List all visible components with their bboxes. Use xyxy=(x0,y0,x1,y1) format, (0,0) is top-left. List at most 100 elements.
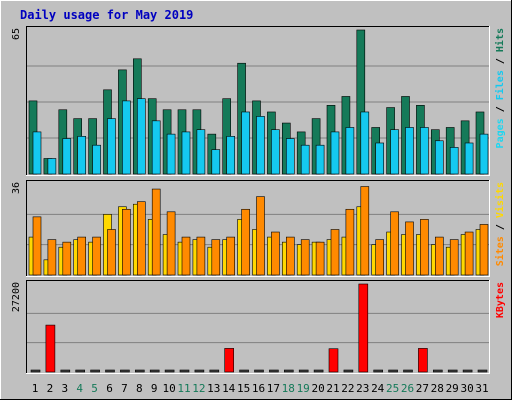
legend-entry-sites: Sites xyxy=(494,236,506,266)
bar-sites-day-18 xyxy=(285,236,295,276)
bar-kbytes-day-30 xyxy=(462,369,473,373)
x-axis-labels: 1 2 3 4 5 6 7 8 9 10 11 12 13 14 15 16 17 18 19 20 21 22 23 24 2… xyxy=(32,382,489,395)
x-tick-label-day-18: 18 xyxy=(282,382,295,395)
x-tick-label-day-6: 6 xyxy=(106,382,113,395)
bar-files-day-30 xyxy=(464,142,474,175)
bar-kbytes-day-15 xyxy=(239,369,249,373)
bar-files-day-7 xyxy=(122,100,131,175)
x-tick-label-day-11: 11 xyxy=(177,382,190,395)
bar-files-day-14 xyxy=(226,136,235,175)
bar-files-day-2 xyxy=(47,158,57,175)
panels: 65 Pages / Files / Hits 36 Sites / Visits 27… xyxy=(11,26,506,374)
legend-entry-visits: Visits xyxy=(494,182,506,218)
x-tick-label-day-17: 17 xyxy=(267,382,280,395)
bar-files-day-4 xyxy=(77,136,86,175)
bar-files-day-13 xyxy=(211,149,221,175)
legend-separator: / xyxy=(495,218,506,236)
bar-files-day-16 xyxy=(256,116,265,175)
bar-kbytes-day-29 xyxy=(447,369,458,373)
bar-sites-day-2 xyxy=(47,239,57,276)
bar-kbytes-day-13 xyxy=(209,369,220,373)
x-tick-label-day-16: 16 xyxy=(252,382,265,395)
bar-kbytes-day-26 xyxy=(403,369,413,373)
bar-files-day-19 xyxy=(300,144,310,175)
x-tick-label-day-21: 21 xyxy=(326,382,339,395)
bar-kbytes-day-19 xyxy=(298,369,309,373)
bar-kbytes-day-1 xyxy=(30,369,41,373)
bar-sites-day-4 xyxy=(77,236,86,276)
panel-kbytes: 27200 KBytes xyxy=(11,280,506,374)
bar-kbytes-day-31 xyxy=(477,369,488,373)
bar-files-day-17 xyxy=(271,129,280,175)
x-tick-label-day-19: 19 xyxy=(297,382,310,395)
legend-entry-pages: Pages xyxy=(495,118,506,148)
bar-sites-day-1 xyxy=(32,216,42,276)
x-tick-label-day-25: 25 xyxy=(386,382,399,395)
bar-kbytes-day-3 xyxy=(60,369,71,373)
x-tick-label-day-29: 29 xyxy=(446,382,459,395)
bar-files-day-3 xyxy=(62,138,72,175)
x-tick-label-day-26: 26 xyxy=(401,382,414,395)
bar-sites-day-26 xyxy=(405,221,414,276)
x-tick-label-day-30: 30 xyxy=(460,382,473,395)
bar-sites-day-19 xyxy=(300,239,310,276)
x-tick-label-day-24: 24 xyxy=(371,382,385,395)
x-tick-label-day-20: 20 xyxy=(311,382,324,395)
bar-kbytes-day-6 xyxy=(105,369,115,373)
legend: KBytes xyxy=(495,282,506,318)
bar-sites-day-9 xyxy=(151,188,161,276)
bar-kbytes-day-18 xyxy=(283,369,294,373)
bar-kbytes-day-28 xyxy=(432,369,443,373)
x-tick-label-day-12: 12 xyxy=(192,382,205,395)
bar-sites-day-8 xyxy=(137,201,146,276)
x-tick-label-day-4: 4 xyxy=(76,382,83,395)
bar-files-day-31 xyxy=(479,133,489,175)
bar-sites-day-29 xyxy=(449,239,459,276)
x-tick-label-day-13: 13 xyxy=(207,382,220,395)
bar-sites-day-7 xyxy=(122,208,131,276)
bar-sites-day-23 xyxy=(360,186,370,276)
bar-sites-day-30 xyxy=(464,231,474,276)
bar-kbytes-day-2 xyxy=(45,324,56,373)
bar-sites-day-22 xyxy=(345,208,355,276)
legend-separator: / xyxy=(495,52,506,70)
bar-sites-day-27 xyxy=(420,219,429,276)
legend: Pages / Files / Hits xyxy=(494,28,506,148)
bar-sites-day-16 xyxy=(256,196,265,276)
panel-hits-files-pages: 65 Pages / Files / Hits xyxy=(11,26,506,176)
x-tick-label-day-1: 1 xyxy=(32,382,39,395)
panel-visits-sites: 36 Sites / Visits xyxy=(11,180,506,277)
x-tick-label-day-15: 15 xyxy=(237,382,250,395)
bar-files-day-8 xyxy=(137,98,146,175)
bar-kbytes-day-21 xyxy=(328,348,339,373)
bar-files-day-6 xyxy=(107,118,116,175)
bar-files-day-22 xyxy=(345,127,355,175)
bar-kbytes-day-7 xyxy=(120,369,130,373)
bar-sites-day-17 xyxy=(271,231,280,276)
bar-sites-day-15 xyxy=(241,208,250,276)
x-tick-label-day-31: 31 xyxy=(475,382,488,395)
legend-entry-files: Files xyxy=(494,70,506,100)
bar-files-day-29 xyxy=(449,147,459,175)
bar-kbytes-day-16 xyxy=(254,369,264,373)
bar-files-day-27 xyxy=(420,127,429,175)
x-tick-label-day-22: 22 xyxy=(341,382,354,395)
bar-kbytes-day-8 xyxy=(135,369,145,373)
panel-frame xyxy=(26,280,490,374)
legend-separator: / xyxy=(495,100,506,118)
x-tick-label-day-28: 28 xyxy=(431,382,444,395)
bar-kbytes-day-10 xyxy=(164,369,175,373)
bar-sites-day-11 xyxy=(181,236,191,276)
bar-kbytes-day-17 xyxy=(269,369,279,373)
x-tick-label-day-23: 23 xyxy=(356,382,369,395)
bar-sites-day-10 xyxy=(166,211,176,276)
x-tick-label-day-8: 8 xyxy=(136,382,143,395)
bar-sites-day-25 xyxy=(390,211,399,276)
bar-kbytes-day-25 xyxy=(388,369,398,373)
bar-files-day-11 xyxy=(181,131,191,175)
bar-kbytes-day-20 xyxy=(313,369,324,373)
bar-kbytes-day-5 xyxy=(90,369,100,373)
bar-files-day-20 xyxy=(315,144,325,175)
bar-sites-day-3 xyxy=(62,241,72,276)
